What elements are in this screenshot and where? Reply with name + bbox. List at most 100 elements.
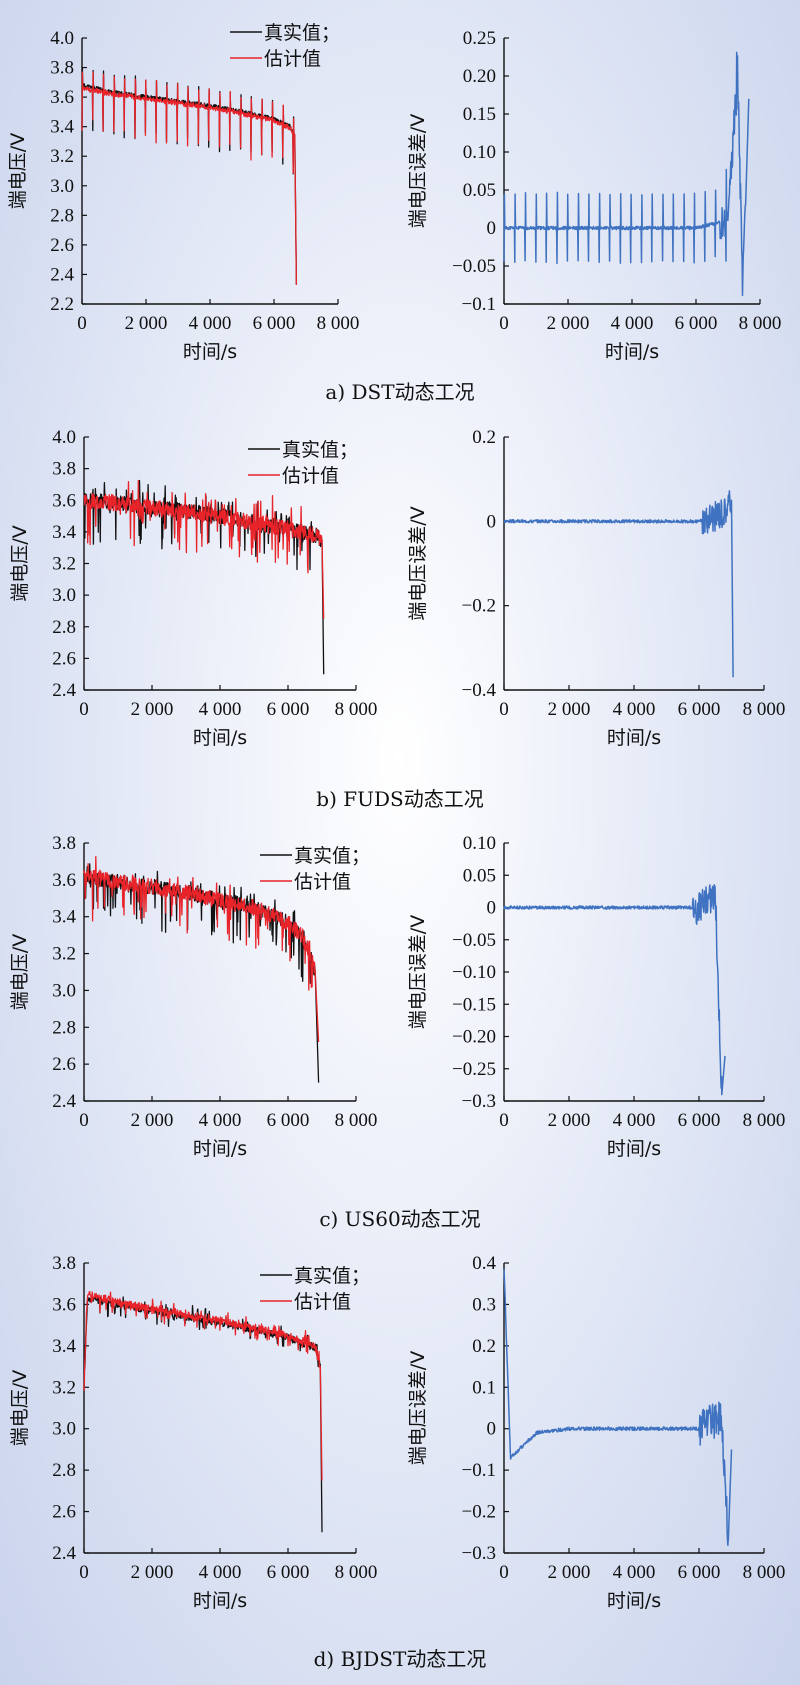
x-tick-label: 8 000 xyxy=(743,699,786,720)
chart-error: −0.4 −0.2 0 0.2 0 2 000 4 000 6 000 8 000 时间/s 端电压… xyxy=(407,427,785,749)
y-tick-label: 2.4 xyxy=(50,264,74,285)
chart-error: −0.3 −0.2 −0.1 0 0.1 0.2 0.3 0.4 0 2 000 4 000 6 00… xyxy=(407,1253,785,1612)
y-tick-label: 3.0 xyxy=(52,980,76,1001)
x-tick-label: 0 xyxy=(79,1110,89,1131)
panel-svg: 2.4 2.6 2.8 3.0 3.2 3.4 3.6 3.8 4.0 0 2 000 4 000 6 … xyxy=(9,427,785,749)
y-tick-label: −0.25 xyxy=(452,1059,496,1080)
y-tick-label: 2.6 xyxy=(52,648,76,669)
x-tick-label: 6 000 xyxy=(678,1562,721,1583)
series-line xyxy=(81,71,298,285)
y-tick-label: −0.3 xyxy=(462,1543,496,1564)
x-tick-label: 0 xyxy=(499,1110,509,1131)
y-tick-label: 2.8 xyxy=(52,1460,76,1481)
y-tick-label: 0 xyxy=(487,218,497,239)
x-tick-label: 0 xyxy=(79,1562,89,1583)
y-tick-label: 0.2 xyxy=(472,427,496,448)
y-tick-label: 0.10 xyxy=(463,833,496,854)
chart-voltage: 2.2 2.4 2.6 2.8 3.0 3.2 3.4 3.6 3.8 4.0 0 2 000 4 00… xyxy=(7,22,359,363)
x-tick-label: 4 000 xyxy=(189,313,232,334)
y-tick-label: 2.6 xyxy=(52,1054,76,1075)
y-tick-label: 2.2 xyxy=(50,294,74,315)
x-tick-label: 0 xyxy=(499,1562,509,1583)
chart-voltage: 2.4 2.6 2.8 3.0 3.2 3.4 3.6 3.8 0 2 000 4 000 6 000… xyxy=(9,1253,377,1612)
y-tick-label: 2.4 xyxy=(52,1091,76,1112)
x-tick-label: 8 000 xyxy=(739,313,782,334)
x-tick-label: 4 000 xyxy=(613,1562,656,1583)
x-tick-label: 0 xyxy=(77,313,87,334)
x-tick-label: 4 000 xyxy=(199,1562,242,1583)
y-tick-label: 2.8 xyxy=(50,205,74,226)
y-tick-label: 3.6 xyxy=(52,490,76,511)
panel-caption: b) FUDS动态工况 xyxy=(316,787,484,811)
x-tick-label: 4 000 xyxy=(611,313,654,334)
x-tick-label: 2 000 xyxy=(131,1110,174,1131)
y-tick-label: 3.8 xyxy=(52,459,76,480)
x-tick-label: 6 000 xyxy=(267,1562,310,1583)
y-tick-label: 3.6 xyxy=(52,870,76,891)
y-tick-label: 2.4 xyxy=(52,1543,76,1564)
y-tick-label: 0.05 xyxy=(463,180,496,201)
legend-label: 估计值 xyxy=(294,1291,351,1313)
y-tick-label: 0 xyxy=(487,1419,497,1440)
x-tick-label: 8 000 xyxy=(335,1110,378,1131)
y-tick-label: 0.20 xyxy=(463,66,496,87)
x-tick-label: 4 000 xyxy=(613,1110,656,1131)
panel-svg: 2.4 2.6 2.8 3.0 3.2 3.4 3.6 3.8 0 2 000 4 000 6 000… xyxy=(9,833,785,1160)
panel-a: 2.2 2.4 2.6 2.8 3.0 3.2 3.4 3.6 3.8 4.0 0 2 000 4 00… xyxy=(0,0,800,420)
y-tick-label: 0.4 xyxy=(472,1253,496,1274)
y-tick-label: −0.05 xyxy=(452,930,496,951)
x-tick-label: 2 000 xyxy=(548,1110,591,1131)
x-tick-label: 6 000 xyxy=(267,1110,310,1131)
x-tick-label: 8 000 xyxy=(743,1110,786,1131)
y-tick-label: 3.4 xyxy=(50,117,74,138)
y-tick-label: 3.2 xyxy=(50,146,74,167)
chart-voltage: 2.4 2.6 2.8 3.0 3.2 3.4 3.6 3.8 4.0 0 2 000 4 000 6 … xyxy=(9,427,377,749)
x-axis-label: 时间/s xyxy=(607,727,661,749)
x-axis-label: 时间/s xyxy=(607,1590,661,1612)
x-axis-label: 时间/s xyxy=(605,341,659,363)
legend-label: 真实值； xyxy=(264,22,340,44)
panel-c: 2.4 2.6 2.8 3.0 3.2 3.4 3.6 3.8 0 2 000 4 000 6 000… xyxy=(0,825,800,1245)
y-tick-label: 4.0 xyxy=(52,427,76,448)
series-line xyxy=(503,490,734,678)
legend-label: 估计值 xyxy=(264,48,321,70)
x-tick-label: 4 000 xyxy=(199,1110,242,1131)
x-tick-label: 8 000 xyxy=(743,1562,786,1583)
y-tick-label: −0.2 xyxy=(462,1502,496,1523)
x-tick-label: 6 000 xyxy=(678,699,721,720)
x-tick-label: 2 000 xyxy=(131,1562,174,1583)
legend-label: 真实值； xyxy=(294,1265,370,1287)
y-axis-label: 端电压/V xyxy=(9,934,31,1010)
y-tick-label: −0.3 xyxy=(462,1091,496,1112)
chart-error: −0.3 −0.25 −0.20 −0.15 −0.10 −0.05 0 0.05 0.10 0 2… xyxy=(407,833,785,1160)
y-tick-label: 0.05 xyxy=(463,865,496,886)
x-tick-label: 4 000 xyxy=(613,699,656,720)
x-tick-label: 2 000 xyxy=(125,313,168,334)
y-tick-label: 3.2 xyxy=(52,554,76,575)
y-tick-label: 3.8 xyxy=(52,833,76,854)
panel-b: 2.4 2.6 2.8 3.0 3.2 3.4 3.6 3.8 4.0 0 2 000 4 000 6 … xyxy=(0,420,800,840)
panel-d: 2.4 2.6 2.8 3.0 3.2 3.4 3.6 3.8 0 2 000 4 000 6 000… xyxy=(0,1245,800,1671)
series-line xyxy=(503,51,750,297)
series-line xyxy=(83,1295,323,1533)
x-tick-label: 6 000 xyxy=(675,313,718,334)
y-axis-label: 端电压误差/V xyxy=(407,114,429,228)
y-tick-label: 3.0 xyxy=(52,1419,76,1440)
y-tick-label: 3.0 xyxy=(50,176,74,197)
y-axis-label: 端电压/V xyxy=(9,1370,31,1446)
y-tick-label: 2.8 xyxy=(52,1017,76,1038)
y-tick-label: 3.8 xyxy=(52,1253,76,1274)
x-axis-label: 时间/s xyxy=(193,727,247,749)
x-tick-label: 2 000 xyxy=(548,699,591,720)
y-tick-label: 3.4 xyxy=(52,522,76,543)
chart-error: −0.1 −0.05 0 0.05 0.10 0.15 0.20 0.25 0 2 000 4 00… xyxy=(407,28,781,363)
x-tick-label: 8 000 xyxy=(335,699,378,720)
series-line xyxy=(83,479,325,619)
y-tick-label: 2.8 xyxy=(52,617,76,638)
y-tick-label: 3.4 xyxy=(52,1336,76,1357)
x-tick-label: 0 xyxy=(499,699,509,720)
x-tick-label: 8 000 xyxy=(335,1562,378,1583)
x-tick-label: 8 000 xyxy=(317,313,360,334)
y-tick-label: 3.2 xyxy=(52,1377,76,1398)
x-tick-label: 6 000 xyxy=(253,313,296,334)
